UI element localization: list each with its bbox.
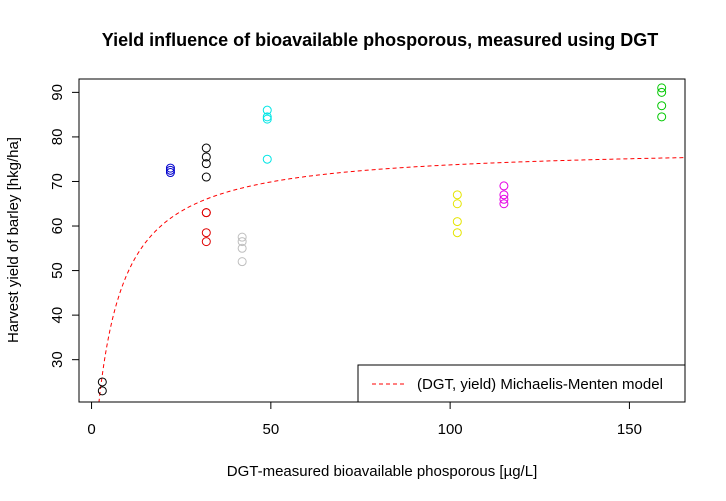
data-point-8-3 bbox=[657, 112, 667, 122]
data-point-7-1 bbox=[499, 190, 509, 200]
legend: (DGT, yield) Michaelis-Menten model bbox=[357, 364, 686, 403]
x-tick-label-2: 100 bbox=[438, 421, 463, 438]
x-axis: 0 50 100 150 bbox=[87, 401, 642, 438]
data-point-0-1 bbox=[97, 386, 107, 396]
x-tick-label-3: 150 bbox=[617, 421, 642, 438]
x-tick-label-0: 0 bbox=[87, 421, 95, 438]
data-point-4-0 bbox=[237, 232, 247, 242]
data-point-6-3 bbox=[452, 228, 462, 238]
data-point-7-2 bbox=[499, 194, 509, 204]
chart-title: Yield influence of bioavailable phosporo… bbox=[102, 30, 658, 50]
data-point-4-2 bbox=[237, 243, 247, 253]
data-point-6-0 bbox=[452, 190, 462, 200]
data-point-2-1 bbox=[201, 152, 211, 162]
y-tick-label-4: 70 bbox=[49, 173, 66, 190]
y-tick-label-0: 30 bbox=[49, 351, 66, 368]
y-tick-label-1: 40 bbox=[49, 307, 66, 324]
data-point-7-0 bbox=[499, 181, 509, 191]
data-point-1-0 bbox=[165, 163, 175, 173]
x-axis-label: DGT-measured bioavailable phosporous [µg… bbox=[227, 463, 537, 480]
data-point-1-1 bbox=[165, 165, 175, 175]
data-point-6-2 bbox=[452, 217, 462, 227]
data-point-3-3 bbox=[201, 237, 211, 247]
data-point-7-3 bbox=[499, 199, 509, 209]
data-point-4-1 bbox=[237, 237, 247, 247]
y-tick-label-5: 80 bbox=[49, 129, 66, 146]
data-point-3-2 bbox=[201, 228, 211, 238]
data-point-3-1 bbox=[201, 208, 211, 218]
y-axis-label: Harvest yield of barley [hkg/ha] bbox=[5, 137, 22, 343]
data-point-4-3 bbox=[237, 257, 247, 267]
data-point-5-0 bbox=[262, 105, 272, 115]
y-tick-label-2: 50 bbox=[49, 262, 66, 279]
data-point-8-2 bbox=[657, 101, 667, 111]
x-tick-label-1: 50 bbox=[262, 421, 279, 438]
model-curve-0 bbox=[98, 157, 685, 402]
data-point-5-3 bbox=[262, 154, 272, 164]
data-point-2-2 bbox=[201, 159, 211, 169]
data-point-6-1 bbox=[452, 199, 462, 209]
data-point-2-3 bbox=[201, 172, 211, 182]
plot-frame bbox=[78, 78, 686, 403]
plot-marks bbox=[97, 83, 685, 402]
legend-label-0: (DGT, yield) Michaelis-Menten model bbox=[417, 376, 663, 393]
data-point-5-2 bbox=[262, 114, 272, 124]
data-point-1-2 bbox=[165, 168, 175, 178]
data-point-5-1 bbox=[262, 112, 272, 122]
data-point-8-1 bbox=[657, 87, 667, 97]
data-point-0-0 bbox=[97, 377, 107, 387]
y-tick-label-6: 90 bbox=[49, 84, 66, 101]
data-point-2-0 bbox=[201, 143, 211, 153]
data-point-8-0 bbox=[657, 83, 667, 93]
y-tick-label-3: 60 bbox=[49, 218, 66, 235]
legend-box bbox=[357, 364, 686, 403]
y-axis: 30 40 50 60 70 80 90 bbox=[49, 84, 80, 368]
